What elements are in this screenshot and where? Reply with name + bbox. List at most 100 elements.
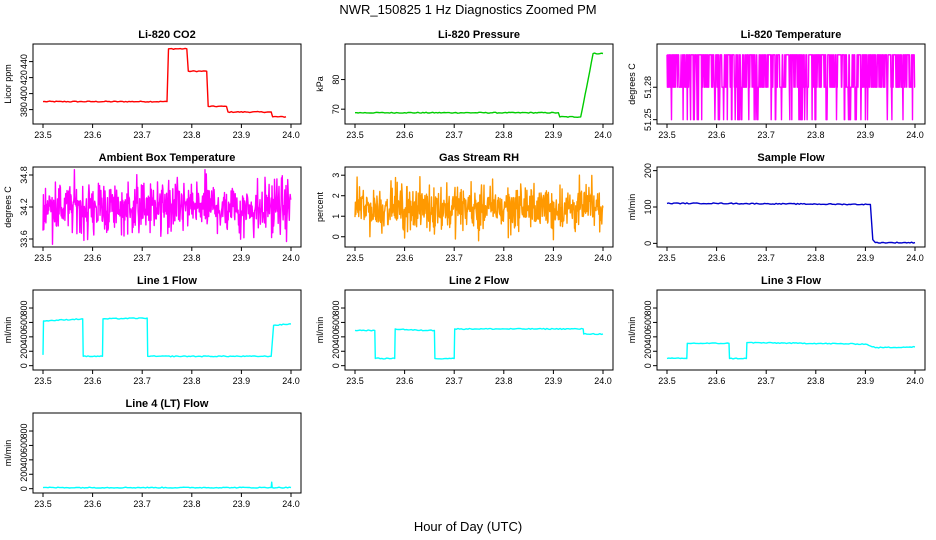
y-tick-label: 0 <box>643 363 653 368</box>
y-tick-label: 200 <box>331 344 341 359</box>
x-tick-label: 23.7 <box>445 376 463 386</box>
y-axis-label: degrees C <box>627 63 637 105</box>
x-tick-label: 23.6 <box>396 376 414 386</box>
x-tick-label: 23.6 <box>708 253 726 263</box>
x-tick-label: 23.9 <box>545 253 563 263</box>
y-tick-label: 80 <box>331 75 341 85</box>
x-tick-label: 23.5 <box>658 376 676 386</box>
x-tick-label: 23.6 <box>396 253 414 263</box>
series-line-1 <box>42 168 292 246</box>
y-tick-label: 0 <box>19 486 29 491</box>
series-line-1 <box>42 47 287 118</box>
x-tick-label: 23.5 <box>346 376 364 386</box>
x-tick-label: 23.8 <box>183 376 201 386</box>
y-axis-label: ml/min <box>3 317 13 344</box>
y-tick-label: 200 <box>19 467 29 482</box>
x-tick-label: 23.9 <box>545 376 563 386</box>
y-tick-label: 51.28 <box>643 76 653 99</box>
chart-panel-9: Line 3 Flow 23.5 23.6 23.7 23.8 23.9 24.0 0 2004… <box>627 275 926 386</box>
x-tick-label: 23.5 <box>346 253 364 263</box>
x-tick-label: 23.6 <box>84 376 102 386</box>
x-tick-label: 23.5 <box>34 499 52 509</box>
x-tick-label: 24.0 <box>282 253 300 263</box>
x-tick-label: 23.7 <box>133 376 151 386</box>
x-tick-label: 24.0 <box>594 376 612 386</box>
x-tick-label: 24.0 <box>282 376 300 386</box>
panel-title: Li-820 Pressure <box>438 29 520 41</box>
panel-title: Line 3 Flow <box>761 275 821 287</box>
x-tick-label: 23.7 <box>133 130 151 140</box>
x-tick-label: 23.7 <box>133 253 151 263</box>
panel-title: Line 2 Flow <box>449 275 509 287</box>
y-tick-label: 0 <box>331 363 341 368</box>
panel-title: Ambient Box Temperature <box>99 152 236 164</box>
x-tick-label: 23.8 <box>807 253 825 263</box>
plot-frame <box>32 289 302 371</box>
x-tick-label: 23.9 <box>233 253 251 263</box>
x-tick-label: 23.7 <box>757 130 775 140</box>
y-tick-label: 600 <box>19 315 29 330</box>
plot-frame <box>32 412 302 494</box>
x-tick-label: 23.5 <box>658 130 676 140</box>
y-axis-label: ml/min <box>627 317 637 344</box>
y-tick-label: 2 <box>331 193 341 198</box>
y-axis-label: ml/min <box>3 440 13 467</box>
x-tick-label: 24.0 <box>906 376 924 386</box>
x-tick-label: 23.8 <box>495 376 513 386</box>
panel-title: Line 4 (LT) Flow <box>126 398 209 410</box>
chart-panel-6: Sample Flow 23.5 23.6 23.7 23.8 23.9 24.0 0 100 2… <box>627 152 926 263</box>
x-tick-label: 23.6 <box>396 130 414 140</box>
series-line-1 <box>666 54 916 121</box>
x-tick-label: 23.5 <box>34 253 52 263</box>
panel-title: Li-820 Temperature <box>741 29 842 41</box>
y-tick-label: 34.8 <box>19 166 29 184</box>
chart-panel-8: Line 2 Flow 23.5 23.6 23.7 23.8 23.9 24.0 0 2004… <box>315 275 614 386</box>
chart-panel-1: Li-820 CO2 23.5 23.6 23.7 23.8 23.9 24.0 380400… <box>3 29 302 140</box>
x-tick-label: 23.8 <box>495 253 513 263</box>
x-tick-label: 23.8 <box>183 499 201 509</box>
x-tick-label: 23.8 <box>183 130 201 140</box>
x-tick-label: 23.7 <box>757 253 775 263</box>
x-tick-label: 23.9 <box>233 376 251 386</box>
x-tick-label: 23.8 <box>495 130 513 140</box>
chart-panel-4: Ambient Box Temperature 23.5 23.6 23.7 23.8 2… <box>3 152 302 263</box>
y-tick-label: 400 <box>19 329 29 344</box>
x-tick-label: 23.7 <box>133 499 151 509</box>
x-tick-label: 23.8 <box>183 253 201 263</box>
x-tick-label: 23.5 <box>34 376 52 386</box>
y-tick-label: 400 <box>331 329 341 344</box>
chart-panel-5: Gas Stream RH 23.5 23.6 23.7 23.8 23.9 24.0 0 1 2… <box>315 152 614 263</box>
x-tick-label: 23.7 <box>445 253 463 263</box>
figure-xlabel: Hour of Day (UTC) <box>414 519 522 534</box>
panel-title: Sample Flow <box>757 152 825 164</box>
chart-panel-10: Line 4 (LT) Flow 23.5 23.6 23.7 23.8 23.9 24.0… <box>3 398 302 509</box>
x-tick-label: 24.0 <box>594 253 612 263</box>
y-tick-label: 200 <box>643 344 653 359</box>
x-tick-label: 23.9 <box>857 376 875 386</box>
chart-panel-7: Line 1 Flow 23.5 23.6 23.7 23.8 23.9 24.0 0 2004… <box>3 275 302 386</box>
y-tick-label: 800 <box>19 301 29 316</box>
plot-frame <box>344 289 614 371</box>
x-tick-label: 24.0 <box>282 499 300 509</box>
x-tick-label: 24.0 <box>906 253 924 263</box>
plot-frame <box>32 43 302 125</box>
y-tick-label: 0 <box>19 363 29 368</box>
x-tick-label: 23.9 <box>545 130 563 140</box>
y-tick-label: 3 <box>331 173 341 178</box>
x-tick-label: 23.6 <box>84 499 102 509</box>
plot-frame <box>344 166 614 248</box>
y-tick-label: 600 <box>331 315 341 330</box>
x-tick-label: 23.6 <box>84 130 102 140</box>
y-tick-label: 440 <box>19 54 29 69</box>
y-axis-label: Licor ppm <box>3 64 13 104</box>
x-tick-label: 23.8 <box>807 376 825 386</box>
x-tick-label: 23.9 <box>857 130 875 140</box>
x-tick-label: 24.0 <box>906 130 924 140</box>
y-tick-label: 33.6 <box>19 230 29 248</box>
series-line-1 <box>354 174 604 242</box>
panel-title: Line 1 Flow <box>137 275 197 287</box>
y-tick-label: 800 <box>331 301 341 316</box>
chart-panel-3: Li-820 Temperature 23.5 23.6 23.7 23.8 23.9 24… <box>627 29 926 140</box>
